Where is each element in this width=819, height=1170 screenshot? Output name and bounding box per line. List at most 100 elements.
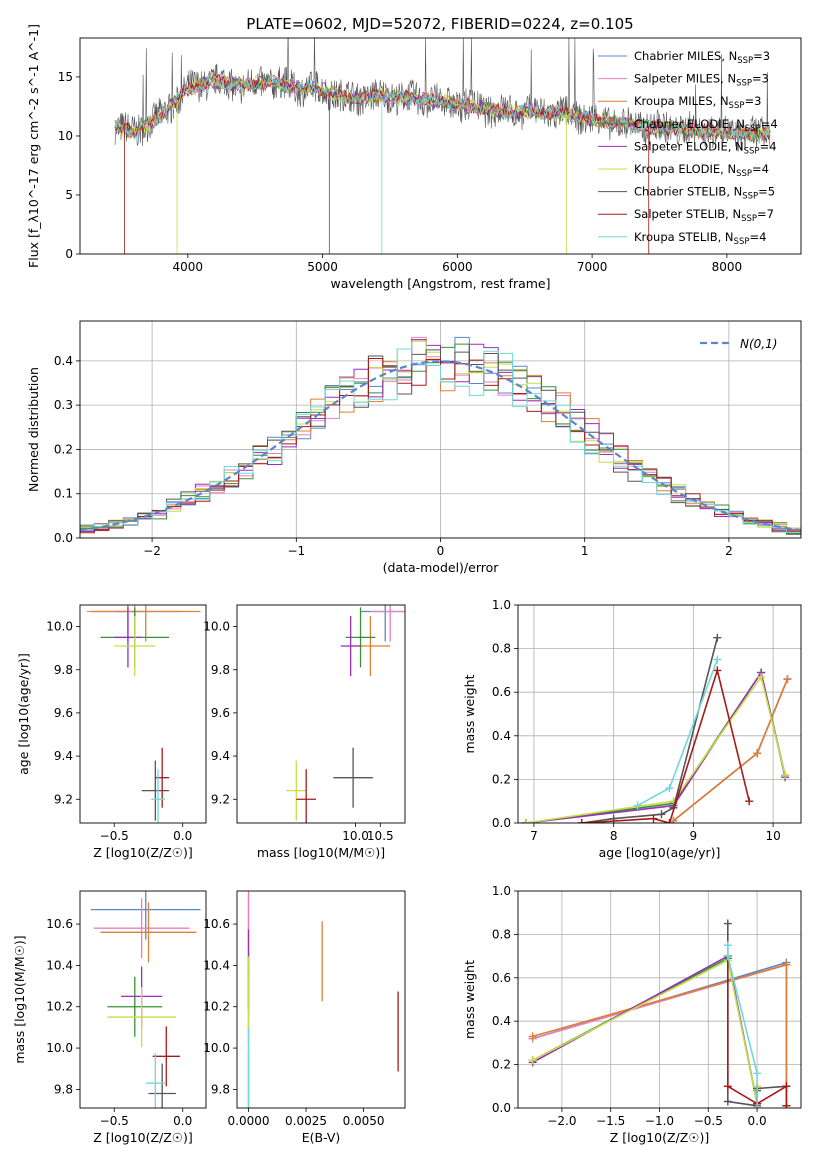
x-tick-label: 8 bbox=[610, 829, 618, 843]
x-tick-label: 7 bbox=[530, 829, 538, 843]
weight-age-marker bbox=[665, 819, 674, 823]
y-axis-label: mass weight bbox=[462, 674, 477, 753]
weight-age-series-6 bbox=[581, 637, 719, 823]
y-tick-label: 15 bbox=[58, 70, 73, 84]
weight-age-marker bbox=[713, 633, 722, 642]
age-mass-point bbox=[296, 769, 317, 823]
y-tick-label: 0.0 bbox=[54, 531, 73, 545]
legend-label: Kroupa ELODIE, NSSP=4 bbox=[634, 162, 769, 179]
x-axis-label: Z [log10(Z/Z☉)] bbox=[610, 1130, 710, 1145]
normal-reference-curve bbox=[80, 360, 801, 532]
x-tick-label: −1.5 bbox=[596, 1114, 625, 1128]
y-tick-label: 0.2 bbox=[492, 1058, 511, 1072]
spectrum-series-8 bbox=[114, 74, 771, 144]
panel-residuals: −2 −1 0 1 2 0.0 0.1 0.2 0.3 0.4 (data-model)/error… bbox=[26, 320, 802, 575]
weight-age-marker bbox=[657, 810, 666, 819]
weight-age-marker bbox=[521, 819, 530, 823]
legend: Chabrier MILES, NSSP=3 Salpeter MILES, NS… bbox=[598, 49, 778, 247]
weight-z-marker bbox=[723, 1082, 732, 1091]
y-tick-label: 10.0 bbox=[203, 1041, 230, 1055]
y-tick-label: 0.0 bbox=[492, 1101, 511, 1115]
y-tick-label: 10.4 bbox=[46, 958, 73, 972]
y-tick-label: 10.0 bbox=[203, 620, 230, 634]
legend-label: Chabrier STELIB, NSSP=5 bbox=[634, 185, 775, 202]
y-tick-label: 9.8 bbox=[54, 663, 73, 677]
y-tick-label: 9.2 bbox=[54, 792, 73, 806]
legend-label: Kroupa MILES, NSSP=3 bbox=[634, 94, 761, 111]
y-tick-label: 9.8 bbox=[54, 1082, 73, 1096]
weight-age-series-1 bbox=[672, 678, 789, 822]
axes-frame bbox=[236, 604, 406, 824]
y-tick-label: 0.8 bbox=[492, 642, 511, 656]
panel-mass-vs-Z: −0.5 0.0 9.8 10.0 10.2 10.4 10.6 Z [log10(Z/Z☉)… bbox=[12, 890, 207, 1145]
x-tick-label: −2 bbox=[143, 544, 161, 558]
x-tick-label: 1 bbox=[581, 544, 589, 558]
weight-z-series-4 bbox=[532, 954, 758, 1104]
weight-z-series-8 bbox=[727, 945, 758, 1108]
plot-area bbox=[286, 605, 405, 823]
y-tick-label: 10.0 bbox=[46, 620, 73, 634]
weight-age-marker bbox=[665, 784, 674, 793]
y-tick-label: 10.2 bbox=[46, 1000, 73, 1014]
x-tick-label: 6000 bbox=[442, 260, 473, 274]
y-tick-label: 0.4 bbox=[54, 354, 73, 368]
y-axis-label: mass weight bbox=[462, 960, 477, 1039]
mass-z-point bbox=[152, 1026, 180, 1087]
mass-z-point bbox=[100, 902, 197, 963]
weight-z-marker bbox=[723, 919, 732, 928]
weight-z-marker bbox=[782, 1082, 791, 1091]
axes-frame bbox=[79, 604, 207, 824]
y-tick-label: 9.8 bbox=[211, 1082, 230, 1096]
x-axis-label: mass [log10(M/M☉)] bbox=[257, 845, 385, 860]
age-mass-point bbox=[286, 760, 307, 821]
histogram-series-6 bbox=[80, 349, 801, 535]
weight-z-marker bbox=[782, 960, 791, 969]
x-tick-label: 0.0050 bbox=[343, 1114, 385, 1128]
x-tick-label: 0.0025 bbox=[285, 1114, 327, 1128]
mass-z-point bbox=[145, 1053, 165, 1108]
y-tick-label: 0.0 bbox=[492, 816, 511, 830]
y-tick-label: 10.4 bbox=[203, 958, 230, 972]
weight-age-marker bbox=[757, 672, 766, 681]
y-tick-label: 0.2 bbox=[54, 442, 73, 456]
panel-weight-vs-age: 7 8 9 10 0.0 0.2 0.4 0.6 0.8 1.0 age [log10(age/yr… bbox=[462, 598, 802, 860]
y-tick-label: 10.6 bbox=[203, 917, 230, 931]
y-tick-label: 10 bbox=[58, 129, 73, 143]
mass-z-point bbox=[107, 987, 176, 1048]
panel-spectrum: 4000 5000 6000 7000 8000 0 5 10 15 wavelength [An… bbox=[26, 24, 802, 291]
y-tick-label: 0.4 bbox=[492, 729, 511, 743]
plot-area bbox=[80, 321, 801, 538]
y-tick-label: 0.2 bbox=[492, 772, 511, 786]
age-mass-point bbox=[370, 605, 405, 642]
weight-age-marker bbox=[745, 797, 754, 806]
mass-z-point bbox=[107, 976, 163, 1037]
axes-frame bbox=[79, 320, 802, 539]
weight-age-series-7 bbox=[581, 667, 750, 823]
x-tick-label: −1 bbox=[287, 544, 305, 558]
x-axis-label: (data-model)/error bbox=[383, 560, 500, 575]
x-tick-label: 10.0 bbox=[342, 829, 369, 843]
weight-age-marker bbox=[633, 801, 642, 810]
y-tick-label: 9.6 bbox=[54, 706, 73, 720]
age-z-point bbox=[114, 616, 156, 677]
y-tick-label: 9.2 bbox=[211, 792, 230, 806]
y-tick-label: 5 bbox=[65, 188, 73, 202]
y-axis-label: mass [log10(M/M☉)] bbox=[12, 935, 27, 1063]
x-axis-label: wavelength [Angstrom, rest frame] bbox=[330, 276, 550, 291]
y-tick-label: 1.0 bbox=[492, 884, 511, 898]
x-axis-label: Z [log10(Z/Z☉)] bbox=[93, 845, 193, 860]
axes-frame bbox=[79, 890, 207, 1109]
x-tick-label: 10.5 bbox=[367, 829, 394, 843]
mass-z-point bbox=[90, 891, 201, 940]
x-tick-label: 8000 bbox=[712, 260, 743, 274]
x-axis-label: Z [log10(Z/Z☉)] bbox=[93, 1130, 193, 1145]
y-tick-label: 10.6 bbox=[46, 917, 73, 931]
y-tick-label: 0.6 bbox=[492, 685, 511, 699]
legend-label: Chabrier ELODIE, NSSP=4 bbox=[634, 117, 778, 134]
histogram-series-8 bbox=[80, 348, 801, 533]
age-mass-point bbox=[333, 747, 373, 808]
age-z-point bbox=[90, 605, 201, 642]
panel-weight-vs-Z: −2.0 −1.5 −1.0 −0.5 0.0 0.0 0.2 0.4 0.6 0.8 1.0 Z [… bbox=[462, 884, 802, 1145]
